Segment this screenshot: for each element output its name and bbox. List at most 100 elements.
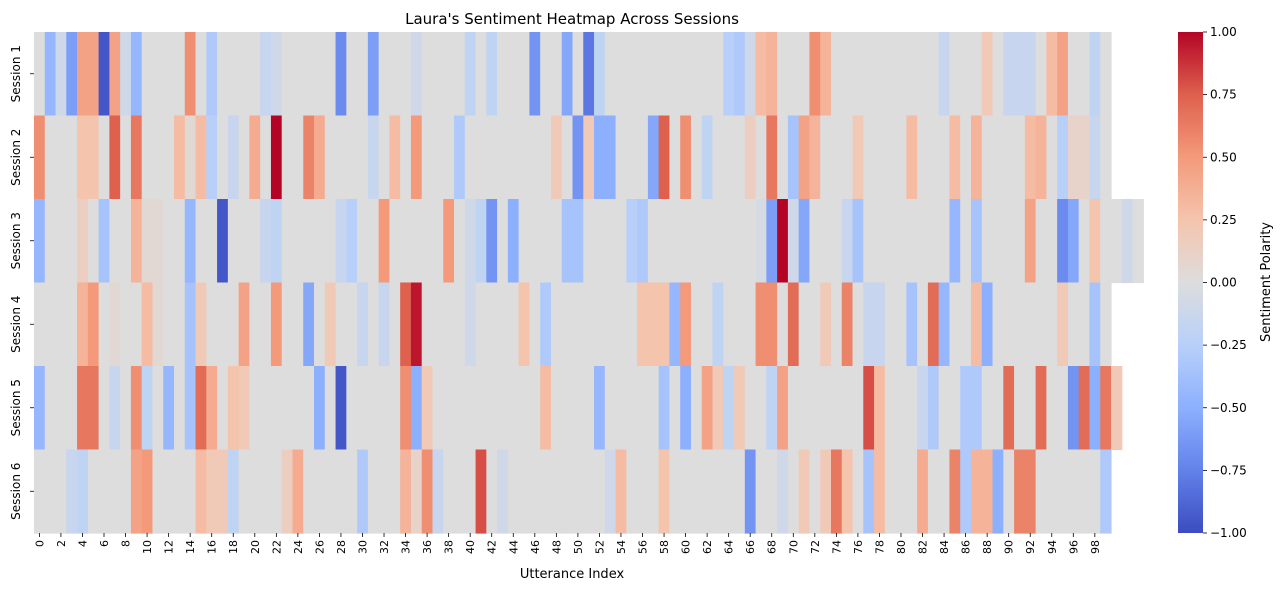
x-tick-label: 82 xyxy=(917,540,930,554)
x-tick-label: 52 xyxy=(593,540,606,554)
heatmap-cell xyxy=(863,115,875,200)
y-tick-label: Session 1 xyxy=(9,45,23,102)
heatmap-cell xyxy=(314,199,326,284)
heatmap-cell xyxy=(680,282,692,367)
heatmap-cell xyxy=(798,199,811,284)
x-tick-label: 0 xyxy=(33,540,46,547)
heatmap-cell xyxy=(981,449,994,534)
heatmap-cell xyxy=(227,115,240,200)
heatmap-cell xyxy=(798,366,811,451)
heatmap-cell xyxy=(755,449,767,534)
heatmap-cell xyxy=(518,115,531,200)
heatmap-cell xyxy=(949,32,961,117)
heatmap-cell xyxy=(367,115,380,200)
heatmap-cell xyxy=(1003,282,1015,367)
heatmap-cell xyxy=(830,115,843,200)
heatmap-cell xyxy=(594,199,606,284)
heatmap-cell xyxy=(1100,115,1112,200)
heatmap-cell xyxy=(540,366,552,451)
heatmap-cell xyxy=(389,199,401,284)
heatmap-cell xyxy=(454,115,466,200)
heatmap-cell xyxy=(378,199,391,284)
heatmap-cell xyxy=(863,32,875,117)
heatmap-cell xyxy=(572,449,584,534)
heatmap-cell xyxy=(1100,32,1112,117)
heatmap-cell xyxy=(421,282,434,367)
heatmap-cell xyxy=(357,449,369,534)
heatmap-cell xyxy=(1014,282,1026,367)
heatmap-cell xyxy=(206,449,218,534)
heatmap-cell xyxy=(744,32,757,117)
heatmap-cell xyxy=(798,32,811,117)
heatmap-cell xyxy=(874,199,886,284)
heatmap-cell xyxy=(421,115,434,200)
heatmap-cell xyxy=(615,32,627,117)
heatmap-cell xyxy=(1078,199,1091,284)
x-tick-label: 68 xyxy=(766,540,779,554)
heatmap-cell xyxy=(1078,32,1091,117)
heatmap-cell xyxy=(260,449,272,534)
heatmap-cell xyxy=(1100,449,1112,534)
heatmap-cell xyxy=(777,199,789,284)
heatmap-cell xyxy=(690,366,703,451)
heatmap-cell xyxy=(87,115,100,200)
x-tick-label: 34 xyxy=(400,540,413,554)
heatmap-cell xyxy=(1121,199,1134,284)
heatmap-cell xyxy=(270,366,283,451)
heatmap-cell xyxy=(960,115,972,200)
heatmap-cell xyxy=(1014,366,1026,451)
heatmap-cell xyxy=(400,115,412,200)
heatmap-cell xyxy=(389,366,401,451)
heatmap-cell xyxy=(497,366,509,451)
heatmap-cell xyxy=(98,199,110,284)
heatmap-cell xyxy=(658,366,671,451)
heatmap-cell xyxy=(443,366,455,451)
heatmap-cell xyxy=(497,449,509,534)
heatmap-cell xyxy=(1089,32,1101,117)
colorbar xyxy=(1178,32,1203,533)
x-tick-label: 64 xyxy=(723,540,736,554)
heatmap-cell xyxy=(217,32,229,117)
heatmap-cell xyxy=(1067,366,1080,451)
heatmap-cell xyxy=(163,115,175,200)
heatmap-cell xyxy=(787,115,800,200)
heatmap-cell xyxy=(906,366,918,451)
heatmap-cell xyxy=(260,32,272,117)
heatmap-cell xyxy=(464,366,477,451)
heatmap-cell xyxy=(830,366,843,451)
heatmap-cell xyxy=(960,366,972,451)
x-tick-label: 76 xyxy=(852,540,865,554)
heatmap-cell xyxy=(647,366,660,451)
colorbar-tick-label: 0.75 xyxy=(1210,88,1237,102)
heatmap-cell xyxy=(497,32,509,117)
heatmap-cell xyxy=(895,199,907,284)
heatmap-cell xyxy=(787,282,800,367)
heatmap-cell xyxy=(884,366,897,451)
heatmap-cell xyxy=(830,449,843,534)
heatmap-cell xyxy=(152,199,164,284)
heatmap-cell xyxy=(292,282,304,367)
heatmap-cell xyxy=(507,449,520,534)
x-tick-label: 36 xyxy=(421,540,434,554)
x-tick-label: 4 xyxy=(76,540,89,547)
heatmap-cell xyxy=(303,282,315,367)
heatmap-cell xyxy=(486,449,498,534)
heatmap-cell xyxy=(227,366,240,451)
heatmap-cell xyxy=(712,115,724,200)
heatmap-cell xyxy=(464,115,477,200)
heatmap-cell xyxy=(723,199,735,284)
heatmap-cell xyxy=(400,199,412,284)
x-tick-label: 66 xyxy=(744,540,757,554)
heatmap-cell xyxy=(109,199,121,284)
y-tick-label: Session 4 xyxy=(9,296,23,353)
x-tick-label: 28 xyxy=(335,540,348,554)
heatmap-cell xyxy=(421,449,434,534)
heatmap-cell xyxy=(77,115,89,200)
heatmap-cell xyxy=(680,115,692,200)
heatmap-cell xyxy=(44,115,57,200)
heatmap-cell xyxy=(324,282,337,367)
heatmap-cell xyxy=(992,449,1004,534)
heatmap-cell xyxy=(335,449,347,534)
heatmap-cell xyxy=(421,366,434,451)
heatmap-cell xyxy=(938,199,951,284)
